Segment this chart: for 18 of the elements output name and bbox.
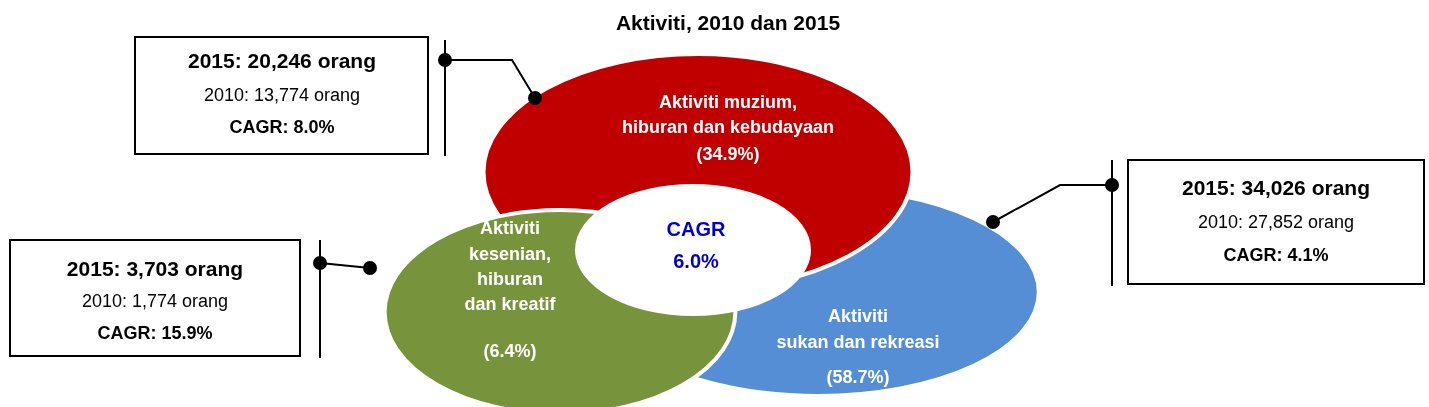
text: CAGR: 8.0% (229, 117, 335, 137)
text: 2010: 27,852 orang (1197, 212, 1355, 232)
text: 2010: 13,774 orang (203, 85, 361, 105)
text: Aktiviti, 2010 dan 2015 (615, 11, 841, 34)
category-label: Aktiviti kesenian, hiburan dan kreatif (464, 218, 557, 314)
data-label: (6.4%) (483, 341, 537, 361)
text: CAGR: 15.9% (97, 323, 213, 343)
text: 2015: 20,246 orang (188, 49, 376, 72)
text: CAGR: 4.1% (1223, 245, 1329, 265)
category-label: Aktiviti sukan dan rekreasi (776, 306, 940, 352)
text: 6.0% (673, 250, 720, 272)
text: CAGR (666, 218, 726, 240)
data-label: (58.7%) (826, 367, 890, 387)
category-label: Aktiviti muzium, hiburan dan kebudayaan (621, 92, 835, 137)
text: 2015: 3,703 orang (66, 257, 244, 280)
text: 2015: 34,026 orang (1182, 176, 1370, 199)
data-label: (34.9%) (696, 144, 760, 164)
text: 2010: 1,774 orang (81, 291, 229, 311)
